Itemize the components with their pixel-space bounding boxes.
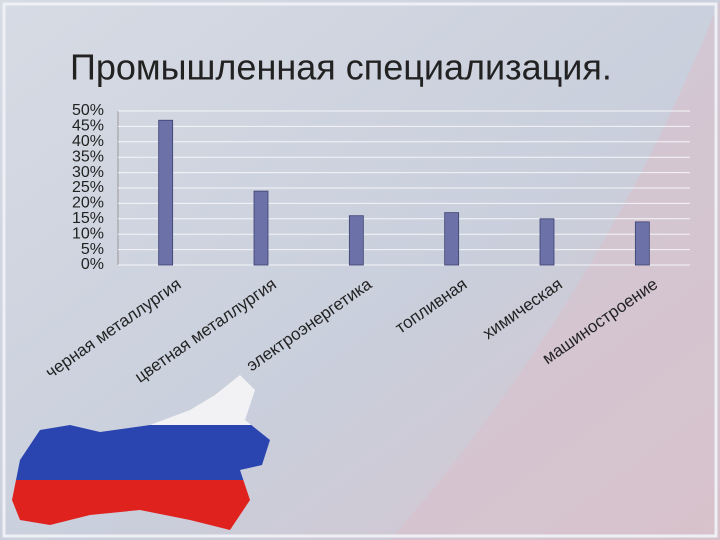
bar — [348, 215, 364, 266]
y-tick-label: 15% — [72, 210, 104, 227]
y-tick-label: 20% — [72, 195, 104, 212]
background-accent — [390, 0, 720, 540]
y-tick-label: 5% — [81, 241, 104, 258]
y-tick-label: 30% — [72, 164, 104, 181]
y-tick-label: 0% — [81, 256, 104, 273]
y-tick-label: 35% — [72, 148, 104, 165]
y-tick-label: 40% — [72, 133, 104, 150]
y-tick-label: 50% — [72, 102, 104, 119]
bar — [253, 190, 269, 266]
y-tick-label: 25% — [72, 179, 104, 196]
chart-title: Промышленная специализация. — [70, 47, 612, 88]
y-tick-label: 10% — [72, 225, 104, 242]
bar — [158, 119, 174, 266]
bar — [634, 221, 650, 266]
bar — [539, 218, 555, 266]
y-tick-label: 45% — [72, 118, 104, 135]
bar — [444, 212, 460, 266]
